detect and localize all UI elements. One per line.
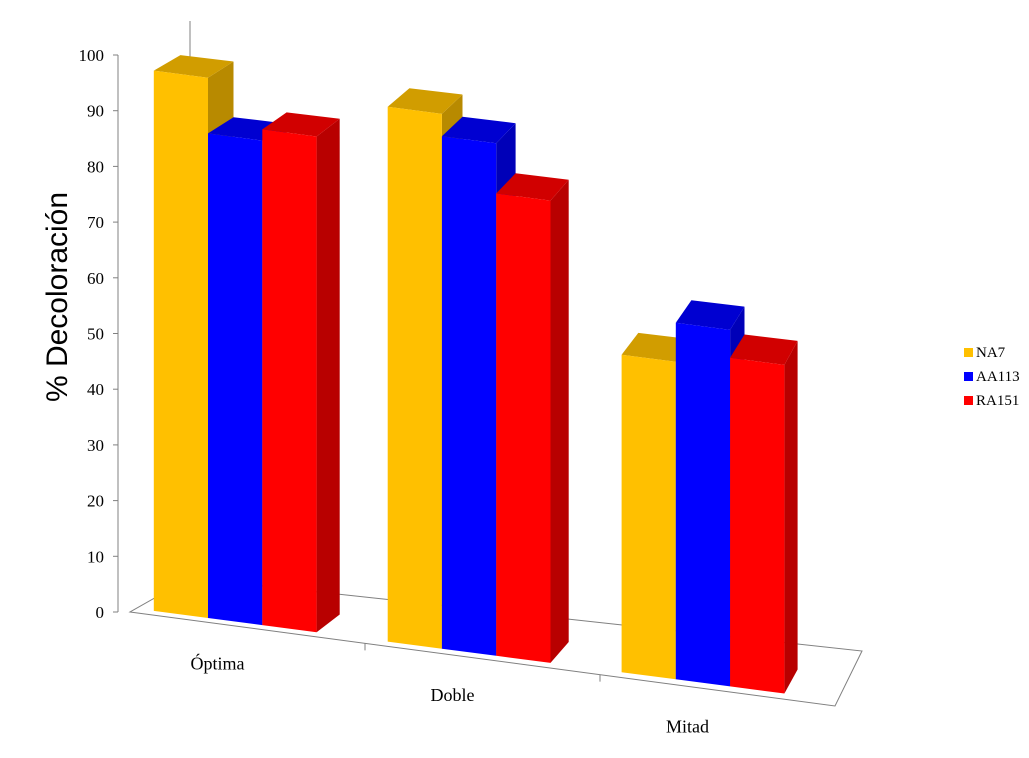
y-tick-label: 60 xyxy=(87,269,104,288)
bar-front-face xyxy=(675,322,731,687)
bar-front-face xyxy=(208,133,263,626)
legend-label-ra151: RA151 xyxy=(976,393,1019,409)
legend-swatch-ra151 xyxy=(964,396,973,405)
y-tick-label: 10 xyxy=(87,547,104,566)
bar-ra151-2 xyxy=(730,334,798,694)
legend: NA7 AA113 RA151 xyxy=(964,345,1020,409)
labels-group: 0 10 20 30 40 50 60 70 80 90 100 Óptima Doble Mitad % … xyxy=(41,46,709,736)
bar-top-face xyxy=(621,332,692,362)
y-tick-label: 30 xyxy=(87,436,104,455)
bar-top-face xyxy=(675,300,745,330)
legend-label-na7: NA7 xyxy=(976,345,1006,361)
legend-swatch-na7 xyxy=(964,348,973,357)
bar-side-face xyxy=(784,340,798,694)
y-axis-title: % Decoloración xyxy=(41,192,74,402)
bar-front-face xyxy=(730,357,785,694)
y-tick-label: 20 xyxy=(87,492,104,511)
bar-front-face xyxy=(621,354,676,680)
category-label: Óptima xyxy=(191,653,245,674)
bar-front-face xyxy=(262,129,317,633)
bar-top-face xyxy=(496,173,569,201)
bars-group xyxy=(153,55,798,694)
bar-top-face xyxy=(387,88,463,114)
y-tick-label: 40 xyxy=(87,380,104,399)
y-tick-label: 50 xyxy=(87,325,104,344)
y-tick-label: 100 xyxy=(79,46,105,65)
bar-side-face xyxy=(316,118,340,633)
y-tick-label: 80 xyxy=(87,157,104,176)
bar-front-face xyxy=(387,106,442,649)
y-tick-label: 0 xyxy=(96,603,105,622)
category-label: Doble xyxy=(431,685,475,705)
bar-ra151-1 xyxy=(496,173,569,663)
bar-side-face xyxy=(550,179,569,663)
legend-label-aa113: AA113 xyxy=(976,369,1020,385)
bar-front-face xyxy=(496,193,551,663)
bar-top-face xyxy=(153,55,234,78)
y-tick-label: 70 xyxy=(87,213,104,232)
bar-top-face xyxy=(730,334,798,365)
legend-swatch-aa113 xyxy=(964,372,973,381)
bar-front-face xyxy=(441,136,497,656)
bar-top-face xyxy=(262,112,340,137)
bar-ra151-0 xyxy=(262,112,340,633)
bar-front-face xyxy=(153,70,208,619)
y-tick-label: 90 xyxy=(87,102,104,121)
category-label: Mitad xyxy=(666,716,709,736)
bar-top-face xyxy=(441,116,516,144)
